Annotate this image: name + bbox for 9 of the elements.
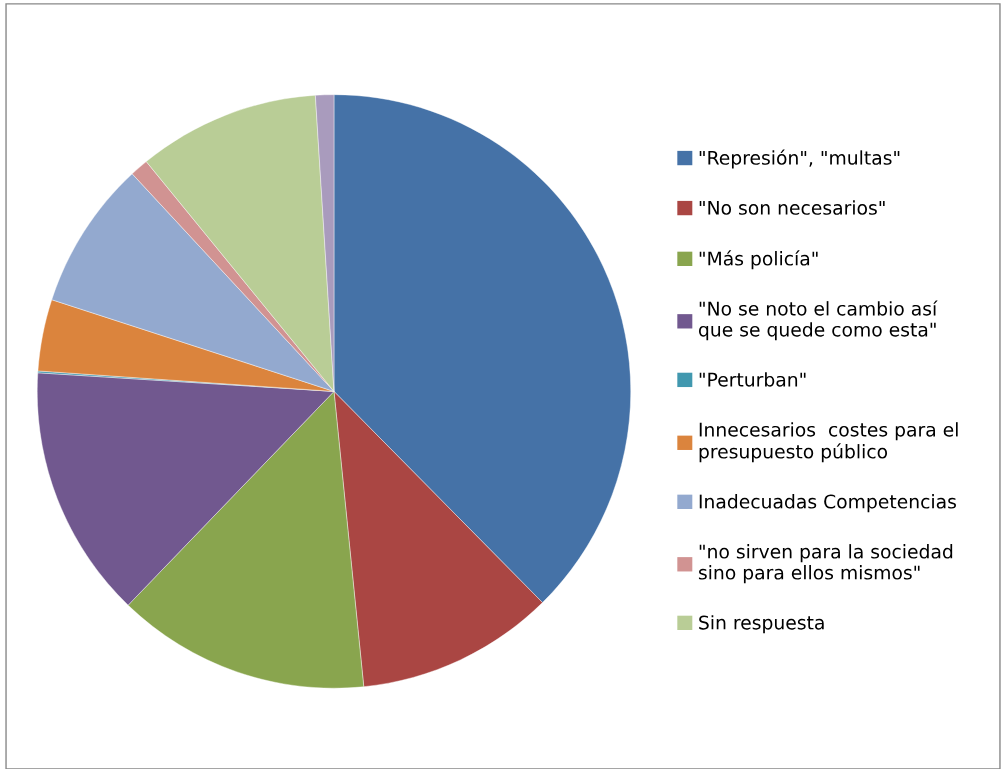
legend-label: "Más policía" <box>699 250 818 270</box>
legend-label: Sin respuesta <box>699 615 824 634</box>
legend-label: "No se noto el cambio así que se quede como esta" <box>698 300 938 341</box>
legend-label: Innecesarios costes para el presupuesto público <box>699 422 958 463</box>
legend-label: "no sirven para la sociedad sino para ellos mismos" <box>698 544 953 584</box>
legend-label: "Perturban" <box>699 372 806 387</box>
legend-label: "No son necesarios" <box>699 200 885 215</box>
legend-label: "Represión", "multas" <box>699 149 900 169</box>
legend-label: Inadecuadas Competencias <box>699 494 956 513</box>
